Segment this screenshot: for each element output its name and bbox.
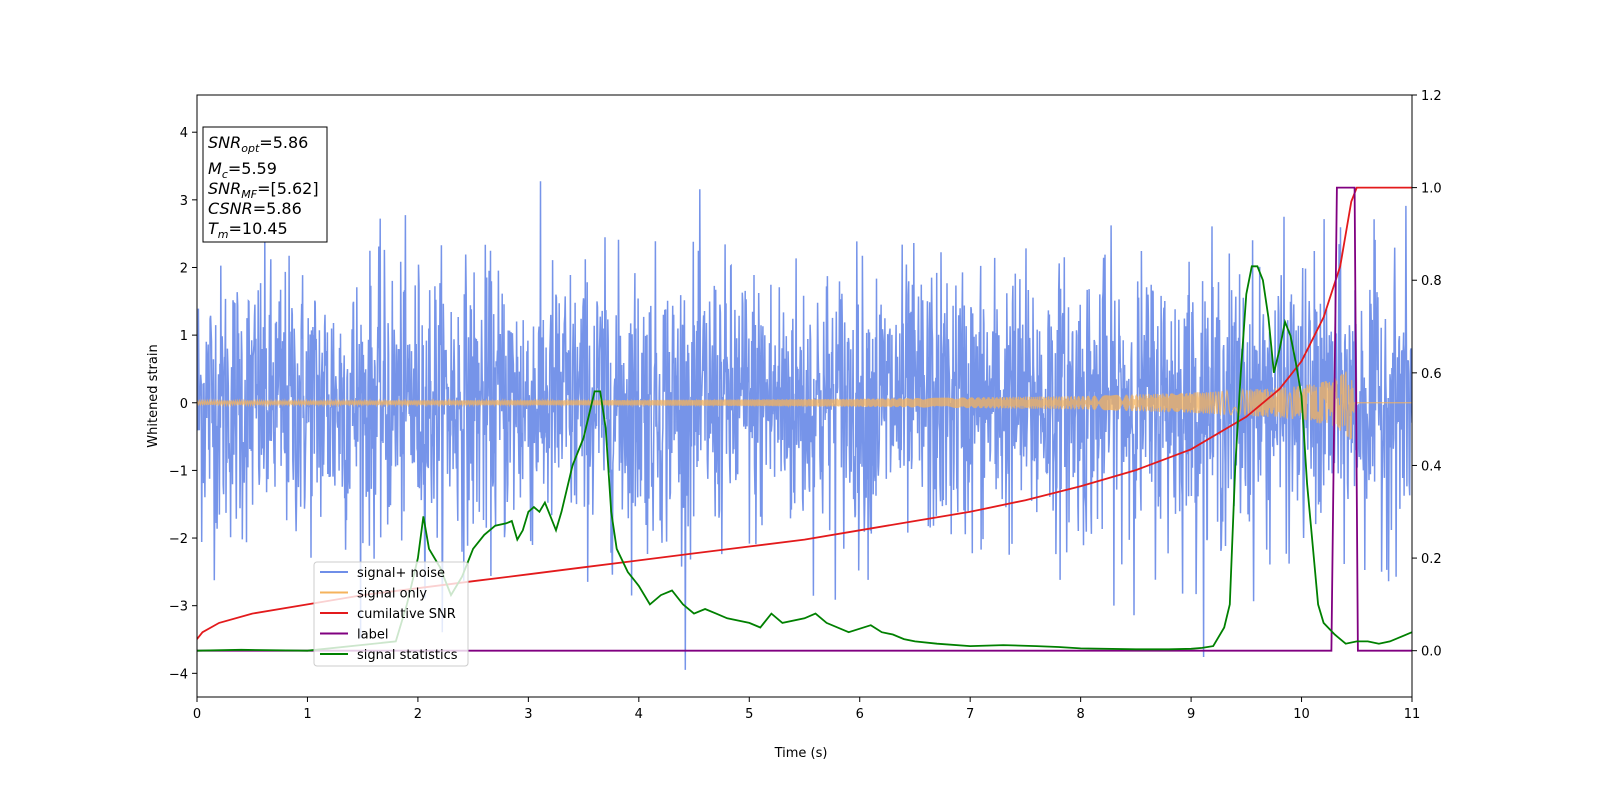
y2-tick-label: 0.4 [1421,459,1442,474]
x-tick-label: 1 [303,707,311,722]
y2-tick-label: 1.2 [1421,89,1442,104]
series-line-signal-only [197,371,1412,440]
legend-label: cumilative SNR [357,607,456,622]
x-tick-label: 8 [1076,707,1084,722]
y-tick-label: 2 [180,261,188,276]
legend-label: signal only [357,587,427,602]
y-axis-label: Whitened strain [146,344,161,447]
stats-line: CSNR=5.86 [208,199,302,218]
y-tick-label: −2 [169,532,188,547]
stats-line: Mc=5.59 [208,159,277,181]
legend-label: label [357,628,388,643]
y2-tick-label: 0.2 [1421,552,1442,567]
x-tick-label: 3 [524,707,532,722]
legend-label: signal statistics [357,648,458,663]
y2-tick-label: 0.8 [1421,274,1442,289]
legend-frame [313,561,469,667]
stats-line: SNRMF=[5.62] [208,179,319,201]
stats-annotation-box: SNRopt=5.86 Mc=5.59SNRMF=[5.62]CSNR=5.86T… [202,126,328,243]
y2-tick-label: 1.0 [1421,182,1442,197]
x-tick-label: 6 [856,707,864,722]
stats-box-frame [202,126,328,243]
y2-tick-label: 0.6 [1421,367,1442,382]
x-tick-label: 9 [1187,707,1195,722]
x-tick-label: 7 [966,707,974,722]
x-tick-label: 2 [414,707,422,722]
y-tick-label: −4 [169,667,188,682]
y-tick-label: 0 [180,397,188,412]
x-tick-label: 10 [1293,707,1310,722]
stats-line: Tm=10.45 [208,219,288,241]
series-line-label [197,186,1412,652]
y-tick-label: −1 [169,464,188,479]
x-tick-label: 11 [1404,707,1421,722]
x-axis-label: Time (s) [774,746,828,761]
x-tick-label: 0 [193,707,201,722]
y-tick-label: 4 [180,126,188,141]
stats-line: SNRopt=5.86 [208,133,308,155]
series-line-signal-noise [197,181,1412,670]
axes-layer: 0 1 2 3 4 5 6 7 8 9 10 11 −4 −3 −2 −1 0 1 2 3 4 0.0 0.2 0.4 0.6 0… [169,89,1442,722]
legend-label: signal+ noise [357,566,445,581]
y-tick-label: 3 [180,194,188,209]
y-tick-label: −3 [169,600,188,615]
y2-tick-label: 0.0 [1421,645,1442,660]
y-tick-label: 1 [180,329,188,344]
series-line-signal-statistics [197,265,1412,652]
x-tick-label: 4 [635,707,643,722]
plot-frame [196,94,1413,698]
x-tick-label: 5 [745,707,753,722]
legend: signal+ noise signal only cumilative SNR la… [313,561,469,667]
